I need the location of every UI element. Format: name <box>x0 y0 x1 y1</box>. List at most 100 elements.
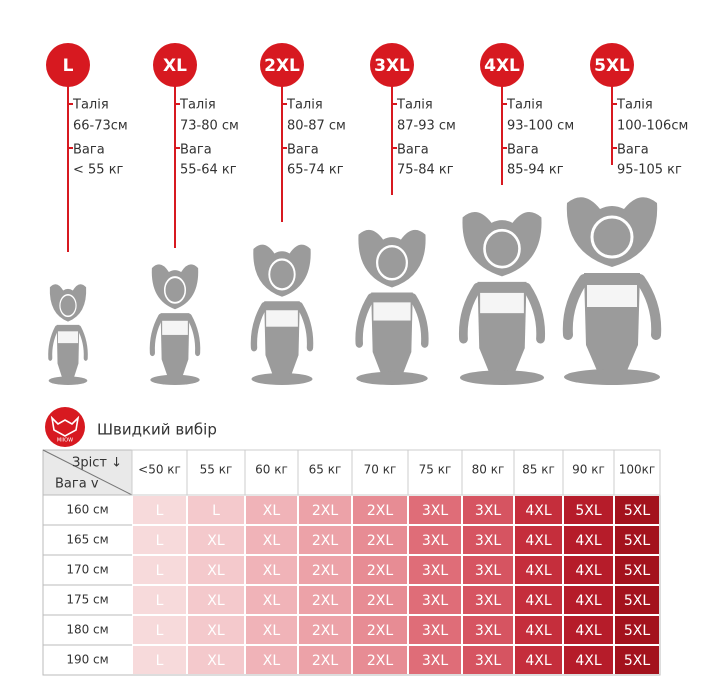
size-cell <box>246 496 297 524</box>
figure-face <box>376 244 408 281</box>
size-cell <box>133 556 186 584</box>
size-cell-text: 3XL <box>475 563 501 579</box>
size-cell-text: 3XL <box>475 503 501 519</box>
size-badge <box>153 43 197 87</box>
size-cell <box>353 526 407 554</box>
size-cell-text: XL <box>263 653 281 669</box>
size-cell <box>133 496 186 524</box>
size-label: 5XL <box>594 56 630 76</box>
size-cell <box>615 556 659 584</box>
weight-label: Вага <box>73 143 105 158</box>
figure <box>355 229 429 385</box>
waist-label: Талія <box>506 98 543 113</box>
figure-arms <box>355 293 429 348</box>
figure <box>149 264 201 385</box>
row-header: 180 см <box>66 623 108 637</box>
weight-value: 75-84 кг <box>397 163 454 178</box>
size-cell-text: XL <box>263 533 281 549</box>
size-cell <box>463 526 513 554</box>
waist-value: 93-100 см <box>507 119 574 134</box>
figure-band <box>57 331 79 344</box>
figure-band <box>587 285 637 307</box>
size-cell <box>515 586 562 614</box>
size-cell <box>133 526 186 554</box>
size-cell-text: 3XL <box>422 533 448 549</box>
weight-value: 65-74 кг <box>287 163 344 178</box>
column-header-cell <box>186 449 246 496</box>
size-badge <box>480 43 524 87</box>
size-cell <box>299 526 351 554</box>
size-cell-text: 5XL <box>624 593 650 609</box>
size-cell-text: 2XL <box>367 653 393 669</box>
size-cell <box>564 496 613 524</box>
column-header: 90 кг <box>572 463 605 477</box>
figure-base <box>564 369 660 385</box>
size-cell-text: XL <box>263 593 281 609</box>
size-cell-text: L <box>156 593 164 609</box>
size-cell-text: 2XL <box>367 563 393 579</box>
waist-value: 87-93 см <box>397 119 456 134</box>
size-cell-text: XL <box>207 533 225 549</box>
figure-base <box>460 370 544 385</box>
size-cell-text: 4XL <box>525 653 551 669</box>
figure-band <box>266 310 298 327</box>
waist-label: Талія <box>286 98 323 113</box>
waist-value: 100-106см <box>617 119 688 134</box>
size-cell <box>515 496 562 524</box>
size-cell <box>615 586 659 614</box>
size-cell <box>353 616 407 644</box>
size-cell <box>409 646 461 674</box>
size-cell-text: 4XL <box>525 593 551 609</box>
size-cell-text: 4XL <box>575 623 601 639</box>
size-cell <box>188 586 244 614</box>
size-cell-text: 4XL <box>575 563 601 579</box>
weight-value: < 55 кг <box>73 163 124 178</box>
column-header-cell <box>461 449 515 496</box>
size-cell <box>188 646 244 674</box>
size-cell-text: 4XL <box>575 593 601 609</box>
size-label: L <box>63 56 74 76</box>
column-header-cell <box>562 449 615 496</box>
column-header: 70 кг <box>364 463 397 477</box>
weight-label: Вага <box>397 143 429 158</box>
size-cell-text: 2XL <box>312 533 338 549</box>
corner-height: Зріст ↓ <box>72 456 122 471</box>
size-cell <box>515 616 562 644</box>
weight-value: 95-105 кг <box>617 163 682 178</box>
weight-label: Вага <box>287 143 319 158</box>
column-header-cell <box>407 449 463 496</box>
figure-band <box>162 320 188 335</box>
row-header: 175 см <box>66 593 108 607</box>
weight-value: 85-94 кг <box>507 163 564 178</box>
figure <box>562 197 662 385</box>
size-badge <box>370 43 414 87</box>
size-cell-text: L <box>156 563 164 579</box>
figure-arms <box>149 313 201 357</box>
size-cell <box>353 496 407 524</box>
size-cell-text: 5XL <box>624 653 650 669</box>
size-cell <box>188 556 244 584</box>
size-cell-text: 2XL <box>367 623 393 639</box>
size-badge <box>260 43 304 87</box>
size-label: 2XL <box>264 56 300 76</box>
column-header: 65 кг <box>309 463 342 477</box>
figure-base <box>48 376 88 385</box>
size-cell <box>133 586 186 614</box>
size-cell <box>564 646 613 674</box>
size-cell-text: 5XL <box>624 623 650 639</box>
column-header: 60 кг <box>255 463 288 477</box>
size-cell <box>409 496 461 524</box>
size-cell <box>564 586 613 614</box>
size-cell-text: 3XL <box>475 533 501 549</box>
size-cell-text: 2XL <box>312 593 338 609</box>
waist-value: 73-80 см <box>180 119 239 134</box>
size-cell-text: 4XL <box>575 653 601 669</box>
size-cell-text: 4XL <box>525 623 551 639</box>
figure-face <box>590 215 634 259</box>
size-cell <box>353 586 407 614</box>
size-cell <box>246 556 297 584</box>
size-cell <box>615 526 659 554</box>
figure <box>48 284 88 385</box>
size-label: 3XL <box>374 56 410 76</box>
